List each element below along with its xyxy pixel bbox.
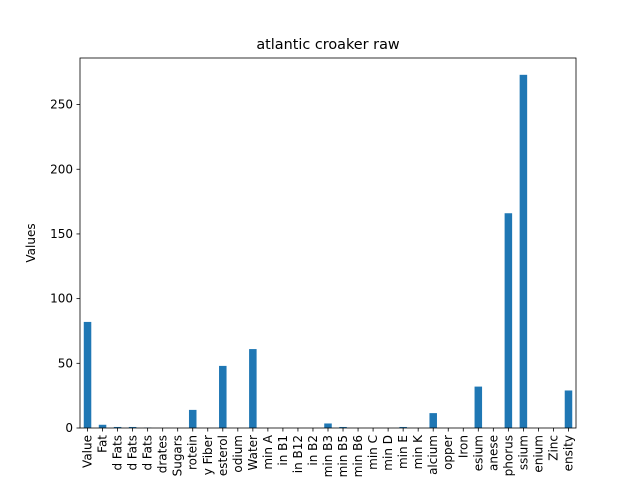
y-tick-label: 200 <box>50 162 73 176</box>
bar <box>249 349 257 428</box>
bar <box>339 426 347 428</box>
x-tick-label: Zinc <box>546 435 560 461</box>
x-tick-label: min D <box>381 435 395 471</box>
x-tick-label: min B6 <box>351 435 365 477</box>
bar <box>429 413 437 428</box>
x-tick-label: phorus <box>501 435 515 476</box>
x-tick-label: rotein <box>186 435 200 470</box>
bar <box>188 409 197 428</box>
x-tick-label: Water <box>246 435 260 471</box>
x-axis: Value Fat d Fats d Fats d Fats drates Sugars ro… <box>81 428 575 477</box>
x-tick-label: d Fats <box>141 435 155 471</box>
plot-frame <box>79 57 577 429</box>
y-tick-label: 100 <box>50 292 73 306</box>
bar <box>324 423 332 428</box>
y-tick-label: 150 <box>50 227 73 241</box>
bar <box>504 213 513 428</box>
x-tick-label: min B5 <box>336 435 350 477</box>
y-axis-label: Values <box>24 223 38 262</box>
bar <box>564 390 573 428</box>
x-tick-label: alcium <box>426 435 440 475</box>
bar <box>474 386 483 428</box>
x-tick-label: Fat <box>96 435 110 453</box>
bar <box>219 365 227 428</box>
x-tick-label: in B1 <box>276 435 290 466</box>
x-tick-label: odium <box>231 435 245 473</box>
x-tick-label: min A <box>261 434 275 469</box>
x-tick-label: Value <box>81 435 95 468</box>
x-tick-label: Iron <box>456 435 470 458</box>
x-tick-label: min K <box>411 434 425 469</box>
bar <box>519 74 528 428</box>
bar <box>113 426 122 428</box>
x-tick-label: y Fiber <box>201 435 215 475</box>
chart-title: atlantic croaker raw <box>256 37 400 53</box>
bars-layer <box>83 74 573 428</box>
x-tick-label: in B2 <box>306 435 320 466</box>
x-tick-label: Sugars <box>171 435 185 476</box>
y-tick-label: 250 <box>50 98 73 112</box>
x-tick-label: enium <box>531 435 545 473</box>
x-tick-label: esium <box>471 435 485 471</box>
x-tick-label: anese <box>486 435 500 471</box>
x-tick-label: min B3 <box>321 435 335 477</box>
x-tick-label: esterol <box>216 435 230 476</box>
bar <box>399 426 407 428</box>
x-tick-label: in B12 <box>291 435 305 473</box>
x-tick-label: min E <box>396 435 410 469</box>
x-tick-label: drates <box>156 435 170 473</box>
bar <box>98 424 107 428</box>
x-tick-label: d Fats <box>126 435 140 471</box>
y-tick-label: 50 <box>58 356 73 370</box>
y-axis: 0 50 100 150 200 250 <box>50 98 80 435</box>
bar <box>128 426 137 428</box>
x-tick-label: opper <box>441 435 455 470</box>
x-tick-label: ssium <box>516 435 530 470</box>
x-tick-label: d Fats <box>111 435 125 471</box>
x-tick-label: ensity <box>561 435 575 471</box>
bar <box>83 321 92 428</box>
x-tick-label: min C <box>366 435 380 470</box>
y-tick-label: 0 <box>65 421 73 435</box>
